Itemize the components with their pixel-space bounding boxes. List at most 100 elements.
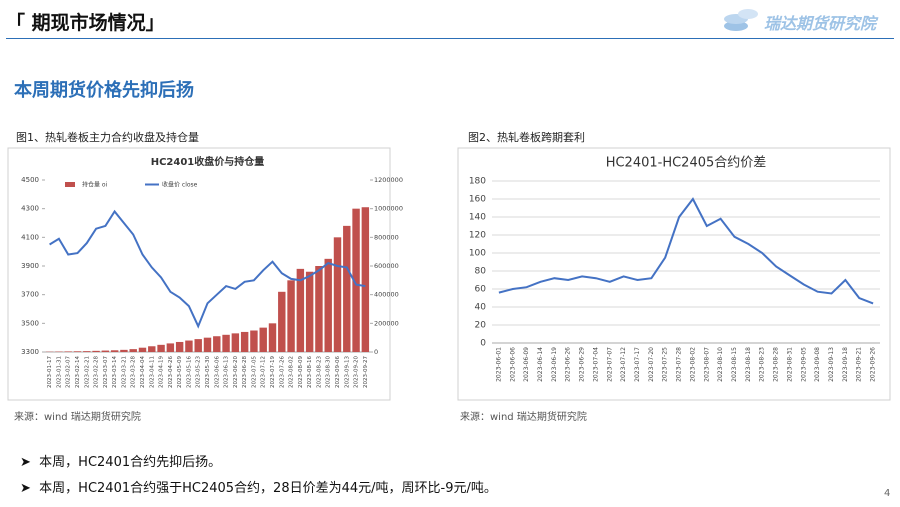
bar [110,350,119,352]
bar [305,271,314,352]
x-tick-label: 2023-04-04 [140,356,146,388]
figure-caption: 图2、热轧卷板跨期套利 [468,131,585,144]
x-tick-label: 2023-05-16 [186,356,192,388]
chart-frame [457,147,891,401]
x-tick-label: 2023-05-09 [177,356,183,388]
y-tick-label: 0 [480,339,486,349]
bar [92,350,100,352]
figure-source: 来源：wind 瑞达期货研究院 [460,412,587,423]
x-tick-label: 2023-08-07 [703,347,710,382]
bar [315,266,323,352]
x-tick-label: 2023-01-31 [56,356,62,388]
bar [240,331,249,352]
legend-label: 持仓量 oi [82,181,108,189]
bar [129,349,137,352]
line [49,209,366,329]
x-tick-label: 2023-09-13 [828,347,835,382]
x-tick-label: 2023-06-09 [523,347,530,382]
bullet-text: 本周，HC2401合约强于HC2405合约，28日价差为44元/吨，周环比-9元… [39,481,497,496]
bar [278,291,286,352]
bar [296,268,305,352]
x-tick-label: 2023-09-20 [354,356,360,388]
line [498,197,874,305]
x-tick-label: 2023-08-30 [326,356,332,388]
x-tick-label: 2023-07-26 [279,356,285,388]
x-tick-label: 2023-08-31 [786,347,793,382]
y-tick-label: 4500 [21,176,39,184]
page-number: 4 [884,488,891,499]
bar [352,208,360,352]
bar [157,344,165,352]
x-tick-label: 2023-06-19 [551,347,558,382]
bar [175,341,184,352]
x-tick-label: 2023-09-13 [344,356,350,388]
y2-tick-label: 0 [374,348,378,356]
bullet-text: 本周，HC2401合约先抑后扬。 [39,455,222,470]
x-tick-label: 2023-07-05 [251,356,257,388]
bar [213,336,221,352]
x-tick-label: 2023-02-21 [84,356,90,388]
bar [148,346,156,352]
bullet: ➤ 本周，HC2401合约强于HC2405合约，28日价差为44元/吨，周环比-… [20,481,497,496]
y2-tick-label: 200000 [374,319,399,327]
y-tick-label: 20 [475,321,487,331]
y2-tick-label: 1200000 [374,176,403,184]
y2-tick-label: 400000 [374,291,399,299]
subtitle: 本周期货价格先抑后扬 [14,80,194,101]
y-tick-label: 80 [475,267,487,277]
x-tick-label: 2023-04-26 [168,356,174,388]
x-tick-label: 2023-06-13 [224,356,230,388]
x-tick-label: 2023-02-28 [94,356,100,388]
x-tick-label: 2023-08-18 [745,347,752,382]
x-tick-label: 2023-07-12 [620,347,627,382]
bar [222,334,230,352]
x-tick-label: 2023-07-19 [270,356,276,388]
x-tick-label: 2023-08-16 [307,356,313,388]
x-tick-label: 2023-06-28 [242,356,248,388]
chart-title: HC2401-HC2405合约价差 [606,156,767,171]
figure-source: 来源：wind 瑞达期货研究院 [14,412,141,423]
x-tick-label: 2023-08-09 [298,356,304,388]
y-tick-label: 4300 [21,205,39,213]
header-title: 「 期现市场情况」 [6,12,165,34]
bar [333,237,342,352]
x-tick-label: 2023-07-28 [676,347,683,382]
y2-tick-label: 600000 [374,262,399,270]
y-tick-label: 3300 [21,348,39,356]
x-tick-label: 2023-09-26 [870,347,877,382]
bar [268,323,277,352]
bar [73,351,82,352]
x-tick-label: 2023-08-23 [316,356,322,388]
x-tick-label: 2023-08-15 [731,347,738,382]
x-tick-label: 2023-06-26 [565,347,572,382]
x-tick-label: 2023-06-06 [214,356,220,388]
y2-tick-label: 1000000 [374,205,403,213]
figure-caption: 图1、热轧卷板主力合约收盘及持仓量 [16,131,199,144]
x-tick-label: 2023-05-30 [205,356,211,388]
x-tick-label: 2023-09-27 [363,356,369,388]
y-tick-label: 4100 [21,233,39,241]
x-tick-label: 2023-02-07 [66,356,72,388]
x-tick-label: 2023-03-28 [131,356,137,388]
x-tick-label: 2023-07-04 [592,347,599,382]
x-tick-label: 2023-07-25 [662,347,669,382]
x-tick-label: 2023-08-02 [289,356,295,388]
x-tick-label: 2023-07-20 [648,347,655,382]
y-tick-label: 3500 [21,319,39,327]
logo-icon [724,9,758,31]
y-tick-label: 3900 [21,262,39,270]
x-tick-label: 2023-05-23 [196,356,202,388]
y-tick-label: 100 [469,249,486,259]
x-tick-label: 2023-04-19 [159,356,165,388]
x-tick-label: 2023-04-11 [149,356,155,388]
bar [324,258,332,352]
bar [166,343,175,352]
x-tick-label: 2023-06-20 [233,356,239,388]
x-tick-label: 2023-06-01 [495,347,502,382]
legend-label: 收盘价 close [162,181,198,189]
bar [361,207,370,352]
y-tick-label: 180 [469,177,486,187]
x-tick-label: 2023-01-17 [47,356,53,388]
x-tick-label: 2023-06-29 [579,347,586,382]
